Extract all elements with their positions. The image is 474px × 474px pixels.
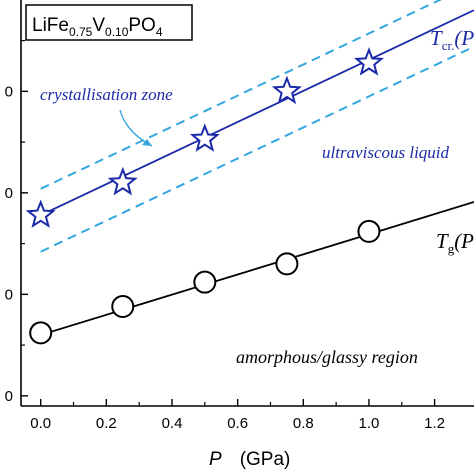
circle-point-4 xyxy=(275,252,299,276)
fit-line-2 xyxy=(40,201,474,336)
star-point-4 xyxy=(271,75,302,105)
star-point-1 xyxy=(25,199,56,228)
band-line-1 xyxy=(40,0,443,190)
y-tick-label-3: 0 xyxy=(5,83,13,100)
circle-point-3 xyxy=(193,270,217,294)
y-tick-label-2: 0 xyxy=(5,185,13,202)
fit-line-1 xyxy=(40,9,474,216)
data-markers xyxy=(25,47,384,345)
amorphous-region-label: amorphous/glassy region xyxy=(236,347,418,367)
compound-label-box xyxy=(25,4,193,41)
star-point-3 xyxy=(189,123,220,152)
t-g-curve-label: Tg(P xyxy=(436,229,474,256)
compound-formula: LiFe0.75V0.10PO4 xyxy=(32,15,163,39)
x-tick-label-3: 0.6 xyxy=(227,415,248,432)
y-tick-label-1: 0 xyxy=(5,286,13,303)
crystallisation-zone-label: crystallisation zone xyxy=(40,85,173,104)
x-tick-label-0: 0.0 xyxy=(30,415,51,432)
t-cr-curve-label: Tcr.(P xyxy=(430,26,474,53)
y-tick-label-0: 0 xyxy=(5,388,13,405)
circle-point-1 xyxy=(29,321,53,345)
x-tick-label-4: 0.8 xyxy=(293,415,314,432)
star-point-2 xyxy=(107,166,138,196)
ultraviscous-liquid-label: ultraviscous liquid xyxy=(322,143,450,162)
x-axis-label: P (GPa) xyxy=(209,449,290,470)
axes: 0.0 0.2 0.4 0.6 0.8 1.0 1.2 0 0 0 0 xyxy=(5,0,474,432)
circle-point-5 xyxy=(357,219,381,243)
plot-area xyxy=(25,0,474,345)
band-line-2 xyxy=(40,45,474,253)
x-tick-label-1: 0.2 xyxy=(96,415,117,432)
compound-label: LiFe0.75V0.10PO4 xyxy=(25,4,193,41)
circle-point-2 xyxy=(111,295,135,319)
x-tick-label-5: 1.0 xyxy=(359,415,380,432)
crystallisation-zone-arrowhead xyxy=(142,139,152,146)
fit-lines xyxy=(40,9,474,336)
band-lines xyxy=(40,0,474,253)
x-tick-label-6: 1.2 xyxy=(424,415,445,432)
star-point-5 xyxy=(353,47,384,76)
x-tick-label-2: 0.4 xyxy=(162,415,183,432)
